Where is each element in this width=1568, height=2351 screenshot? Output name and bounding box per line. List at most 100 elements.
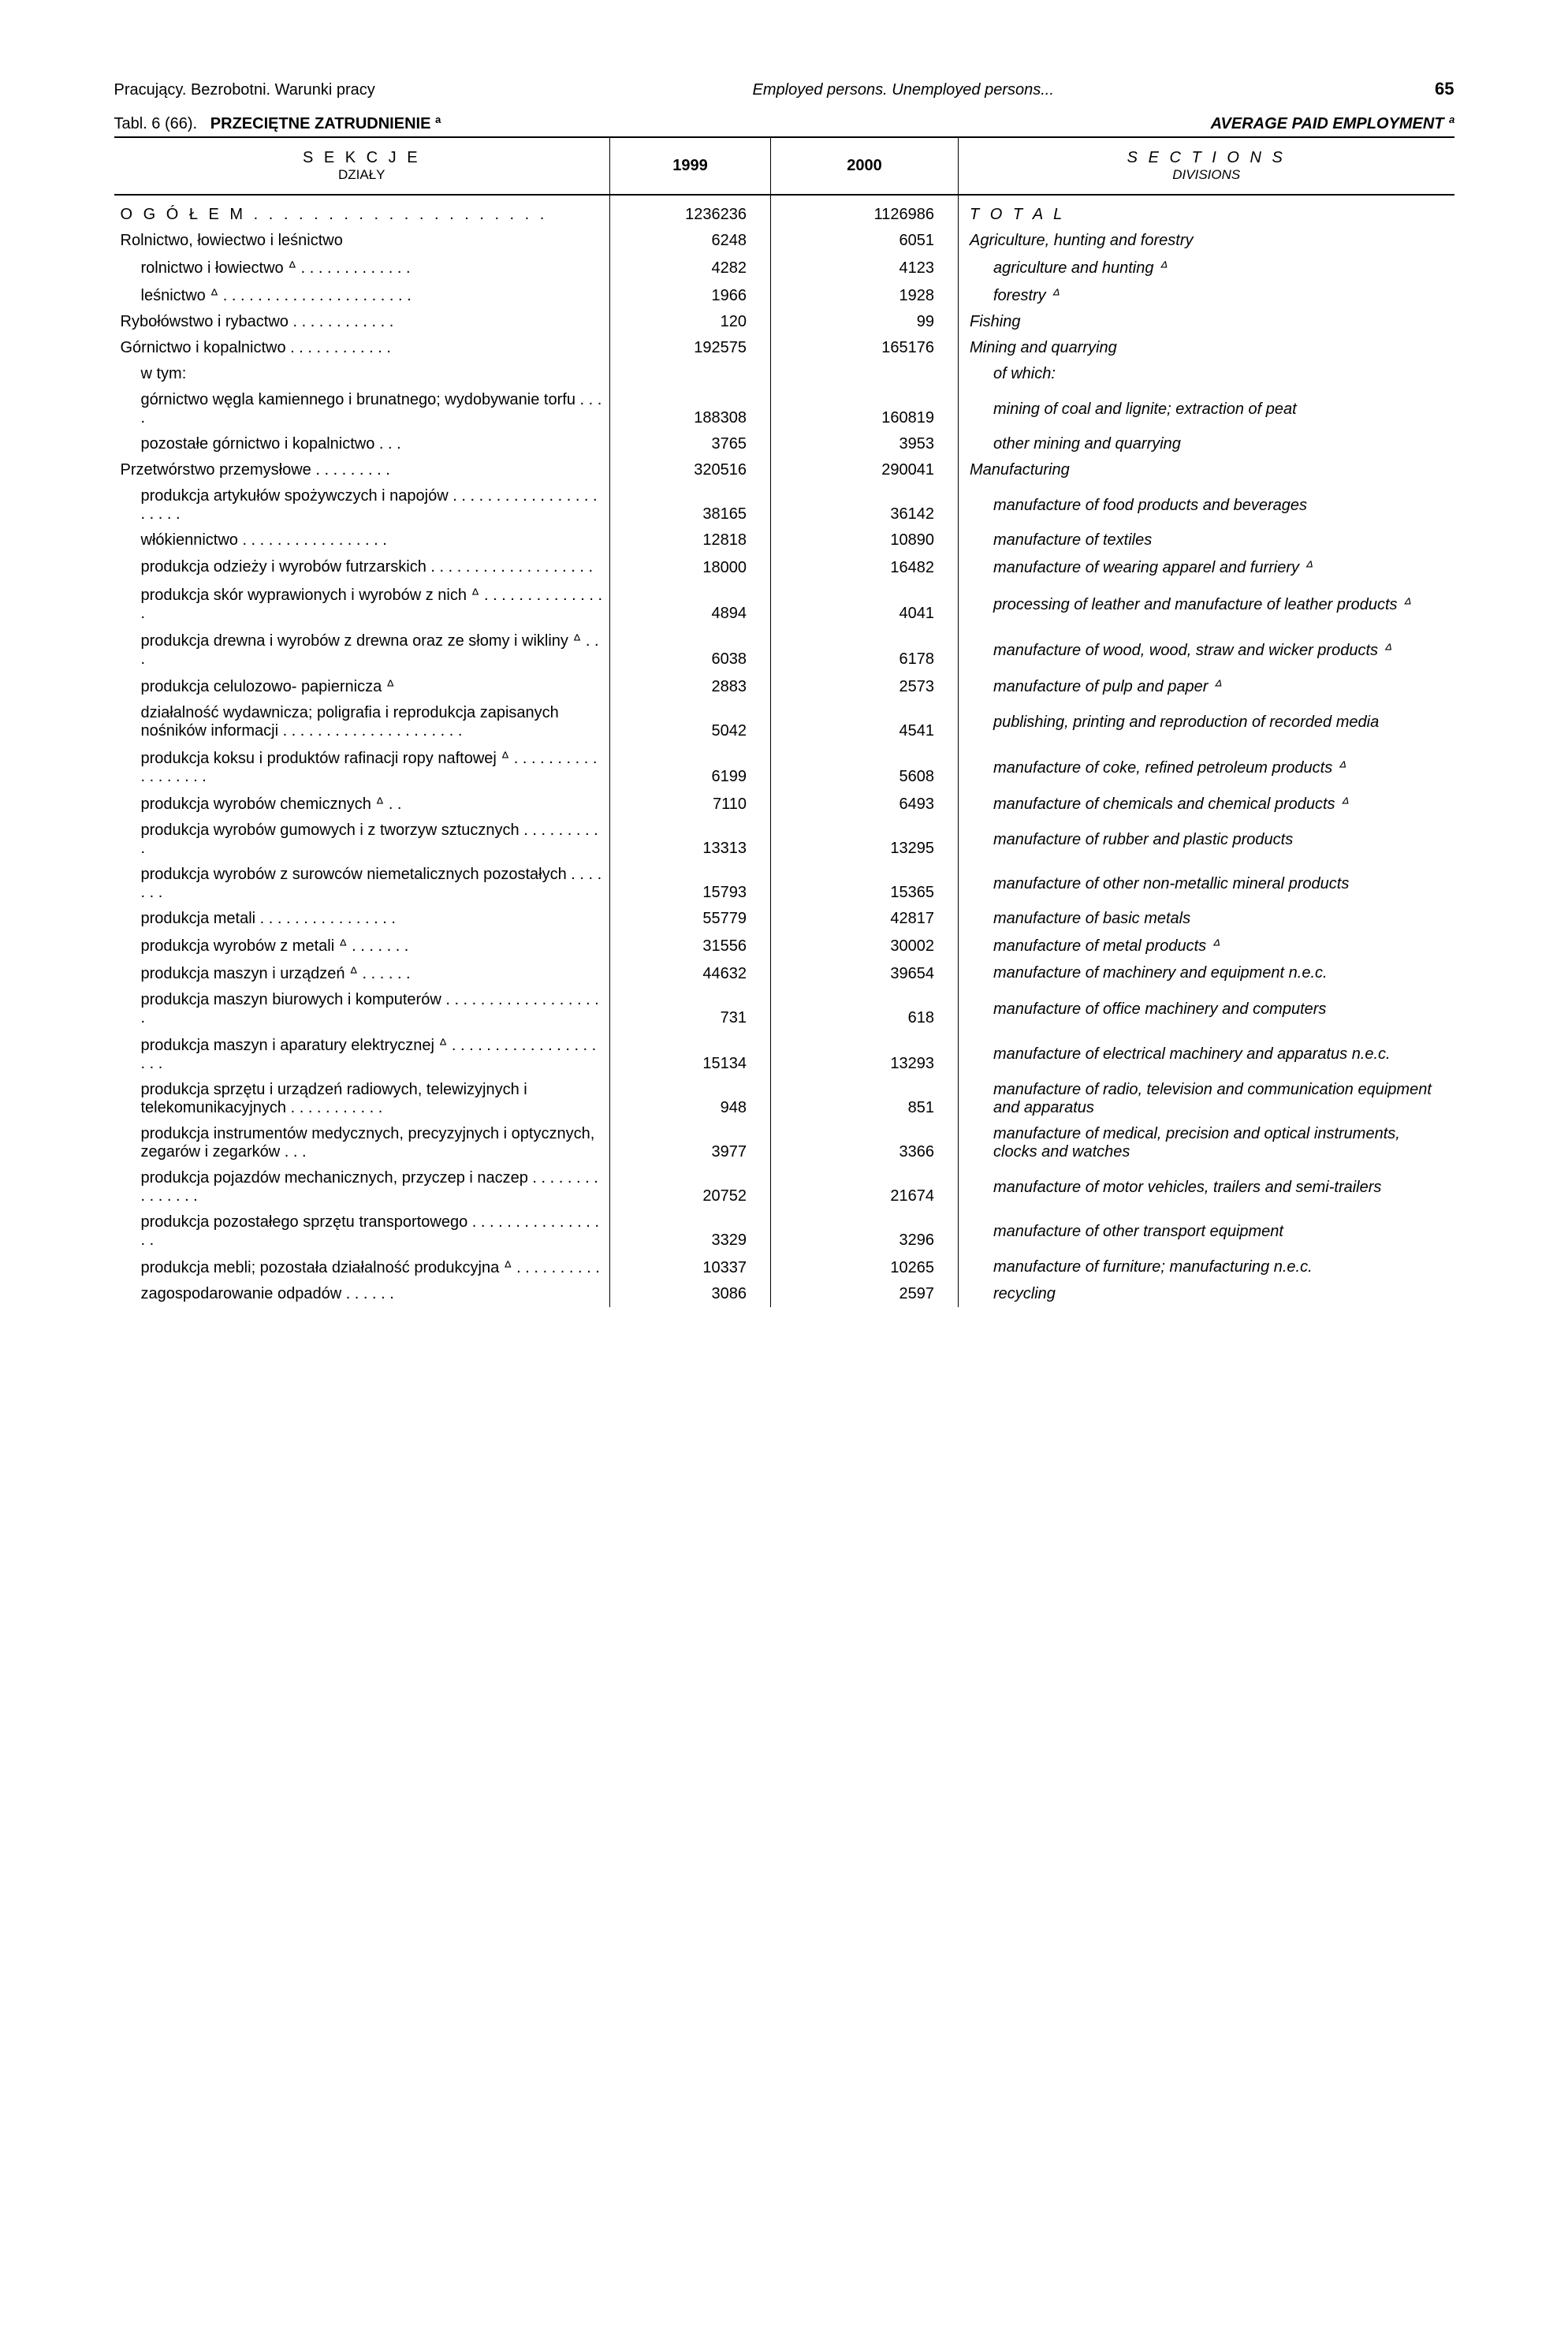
row-label-en: manufacture of other transport equipment xyxy=(959,1209,1454,1254)
row-val-1999: 120 xyxy=(610,309,771,335)
row-val-1999: 38165 xyxy=(610,483,771,527)
row-label-pl: Rybołówstwo i rybactwo . . . . . . . . .… xyxy=(114,309,610,335)
row-label-en: manufacture of basic metals xyxy=(959,906,1454,932)
row-label-en: Manufacturing xyxy=(959,457,1454,483)
row-val-2000: 5608 xyxy=(771,744,959,790)
row-val-2000: 99 xyxy=(771,309,959,335)
row-label-en: manufacture of metal products ᐞ xyxy=(959,932,1454,959)
row-val-1999: 948 xyxy=(610,1077,771,1121)
row-val-1999: 7110 xyxy=(610,790,771,818)
table-row: Górnictwo i kopalnictwo . . . . . . . . … xyxy=(114,335,1454,361)
row-val-1999: 13313 xyxy=(610,818,771,862)
row-label-en: manufacture of furniture; manufacturing … xyxy=(959,1254,1454,1281)
row-label-pl: produkcja metali . . . . . . . . . . . .… xyxy=(114,906,610,932)
row-val-1999: 731 xyxy=(610,987,771,1031)
table-row: leśnictwo ᐞ . . . . . . . . . . . . . . … xyxy=(114,281,1454,309)
row-val-2000: 10890 xyxy=(771,527,959,553)
table-row: w tym: of which: xyxy=(114,361,1454,387)
row-val-1999: 4282 xyxy=(610,254,771,281)
table-row: produkcja maszyn i urządzeń ᐞ . . . . . … xyxy=(114,959,1454,987)
row-label-pl: produkcja skór wyprawionych i wyrobów z … xyxy=(114,581,610,627)
row-label-en: manufacture of medical, precision and op… xyxy=(959,1121,1454,1165)
row-label-pl: zagospodarowanie odpadów . . . . . . xyxy=(114,1281,610,1307)
table-row: pozostałe górnictwo i kopalnictwo . . .3… xyxy=(114,431,1454,457)
row-label-en: manufacture of coke, refined petroleum p… xyxy=(959,744,1454,790)
row-val-1999: 18000 xyxy=(610,553,771,581)
row-val-2000: 6178 xyxy=(771,627,959,673)
row-val-1999: 15793 xyxy=(610,862,771,906)
row-label-pl: górnictwo węgla kamiennego i brunatnego;… xyxy=(114,387,610,431)
table-row: działalność wydawnicza; poligrafia i rep… xyxy=(114,700,1454,744)
row-val-1999: 12818 xyxy=(610,527,771,553)
employment-table: S E K C J E DZIAŁY 1999 2000 S E C T I O… xyxy=(114,138,1454,1307)
row-label-en: manufacture of motor vehicles, trailers … xyxy=(959,1165,1454,1209)
row-val-2000: 42817 xyxy=(771,906,959,932)
row-label-en: manufacture of machinery and equipment n… xyxy=(959,959,1454,987)
row-val-2000: 1126986 xyxy=(771,202,959,228)
row-label-pl: produkcja artykułów spożywczych i napojó… xyxy=(114,483,610,527)
row-val-2000: 2597 xyxy=(771,1281,959,1307)
table-row: górnictwo węgla kamiennego i brunatnego;… xyxy=(114,387,1454,431)
row-val-1999: 4894 xyxy=(610,581,771,627)
row-label-en: mining of coal and lignite; extraction o… xyxy=(959,387,1454,431)
table-row: produkcja wyrobów z surowców niemetalicz… xyxy=(114,862,1454,906)
row-val-2000: 39654 xyxy=(771,959,959,987)
row-val-2000 xyxy=(771,361,959,387)
row-label-pl: rolnictwo i łowiectwo ᐞ . . . . . . . . … xyxy=(114,254,610,281)
table-row: produkcja skór wyprawionych i wyrobów z … xyxy=(114,581,1454,627)
row-val-2000: 4541 xyxy=(771,700,959,744)
table-row: produkcja pojazdów mechanicznych, przycz… xyxy=(114,1165,1454,1209)
row-label-en: T O T A L xyxy=(959,202,1454,228)
row-val-1999: 6199 xyxy=(610,744,771,790)
row-val-2000: 6493 xyxy=(771,790,959,818)
table-row: produkcja pozostałego sprzętu transporto… xyxy=(114,1209,1454,1254)
header-left: Pracujący. Bezrobotni. Warunki pracy xyxy=(114,81,753,99)
row-label-pl: leśnictwo ᐞ . . . . . . . . . . . . . . … xyxy=(114,281,610,309)
row-val-2000: 13295 xyxy=(771,818,959,862)
table-row: produkcja wyrobów z metali ᐞ . . . . . .… xyxy=(114,932,1454,959)
table-title-en: AVERAGE PAID EMPLOYMENT ª xyxy=(784,115,1454,133)
row-label-pl: produkcja pozostałego sprzętu transporto… xyxy=(114,1209,610,1254)
row-val-1999: 3977 xyxy=(610,1121,771,1165)
row-val-2000: 4123 xyxy=(771,254,959,281)
row-val-2000: 1928 xyxy=(771,281,959,309)
row-label-en: forestry ᐞ xyxy=(959,281,1454,309)
table-row: produkcja odzieży i wyrobów futrzarskich… xyxy=(114,553,1454,581)
row-label-en: manufacture of wood, wood, straw and wic… xyxy=(959,627,1454,673)
table-row: produkcja wyrobów chemicznych ᐞ . .71106… xyxy=(114,790,1454,818)
page-number: 65 xyxy=(1391,79,1454,99)
row-label-pl: produkcja celulozowo- papiernicza ᐞ xyxy=(114,673,610,700)
row-label-pl: Przetwórstwo przemysłowe . . . . . . . .… xyxy=(114,457,610,483)
row-val-1999: 3765 xyxy=(610,431,771,457)
row-val-1999: 15134 xyxy=(610,1031,771,1077)
row-label-pl: w tym: xyxy=(114,361,610,387)
row-val-2000: 851 xyxy=(771,1077,959,1121)
row-label-pl: produkcja instrumentów medycznych, precy… xyxy=(114,1121,610,1165)
row-val-2000: 618 xyxy=(771,987,959,1031)
row-label-pl: produkcja maszyn biurowych i komputerów … xyxy=(114,987,610,1031)
row-label-pl: włókiennictwo . . . . . . . . . . . . . … xyxy=(114,527,610,553)
col-head-pl: S E K C J E DZIAŁY xyxy=(114,138,610,195)
table-row: produkcja mebli; pozostała działalność p… xyxy=(114,1254,1454,1281)
table-row: produkcja koksu i produktów rafinacji ro… xyxy=(114,744,1454,790)
row-val-2000: 15365 xyxy=(771,862,959,906)
row-label-en: manufacture of rubber and plastic produc… xyxy=(959,818,1454,862)
row-label-en: manufacture of pulp and paper ᐞ xyxy=(959,673,1454,700)
row-label-en: of which: xyxy=(959,361,1454,387)
table-row: O G Ó Ł E M . . . . . . . . . . . . . . … xyxy=(114,202,1454,228)
row-label-en: recycling xyxy=(959,1281,1454,1307)
row-label-pl: Rolnictwo, łowiectwo i leśnictwo xyxy=(114,228,610,254)
table-row: produkcja instrumentów medycznych, precy… xyxy=(114,1121,1454,1165)
table-row: włókiennictwo . . . . . . . . . . . . . … xyxy=(114,527,1454,553)
row-label-pl: produkcja pojazdów mechanicznych, przycz… xyxy=(114,1165,610,1209)
row-label-pl: produkcja sprzętu i urządzeń radiowych, … xyxy=(114,1077,610,1121)
row-val-2000: 21674 xyxy=(771,1165,959,1209)
row-label-en: publishing, printing and reproduction of… xyxy=(959,700,1454,744)
row-val-1999: 1966 xyxy=(610,281,771,309)
row-label-en: manufacture of chemicals and chemical pr… xyxy=(959,790,1454,818)
row-val-2000: 3953 xyxy=(771,431,959,457)
row-label-en: manufacture of wearing apparel and furri… xyxy=(959,553,1454,581)
row-label-pl: Górnictwo i kopalnictwo . . . . . . . . … xyxy=(114,335,610,361)
row-val-2000: 165176 xyxy=(771,335,959,361)
row-val-1999: 6248 xyxy=(610,228,771,254)
